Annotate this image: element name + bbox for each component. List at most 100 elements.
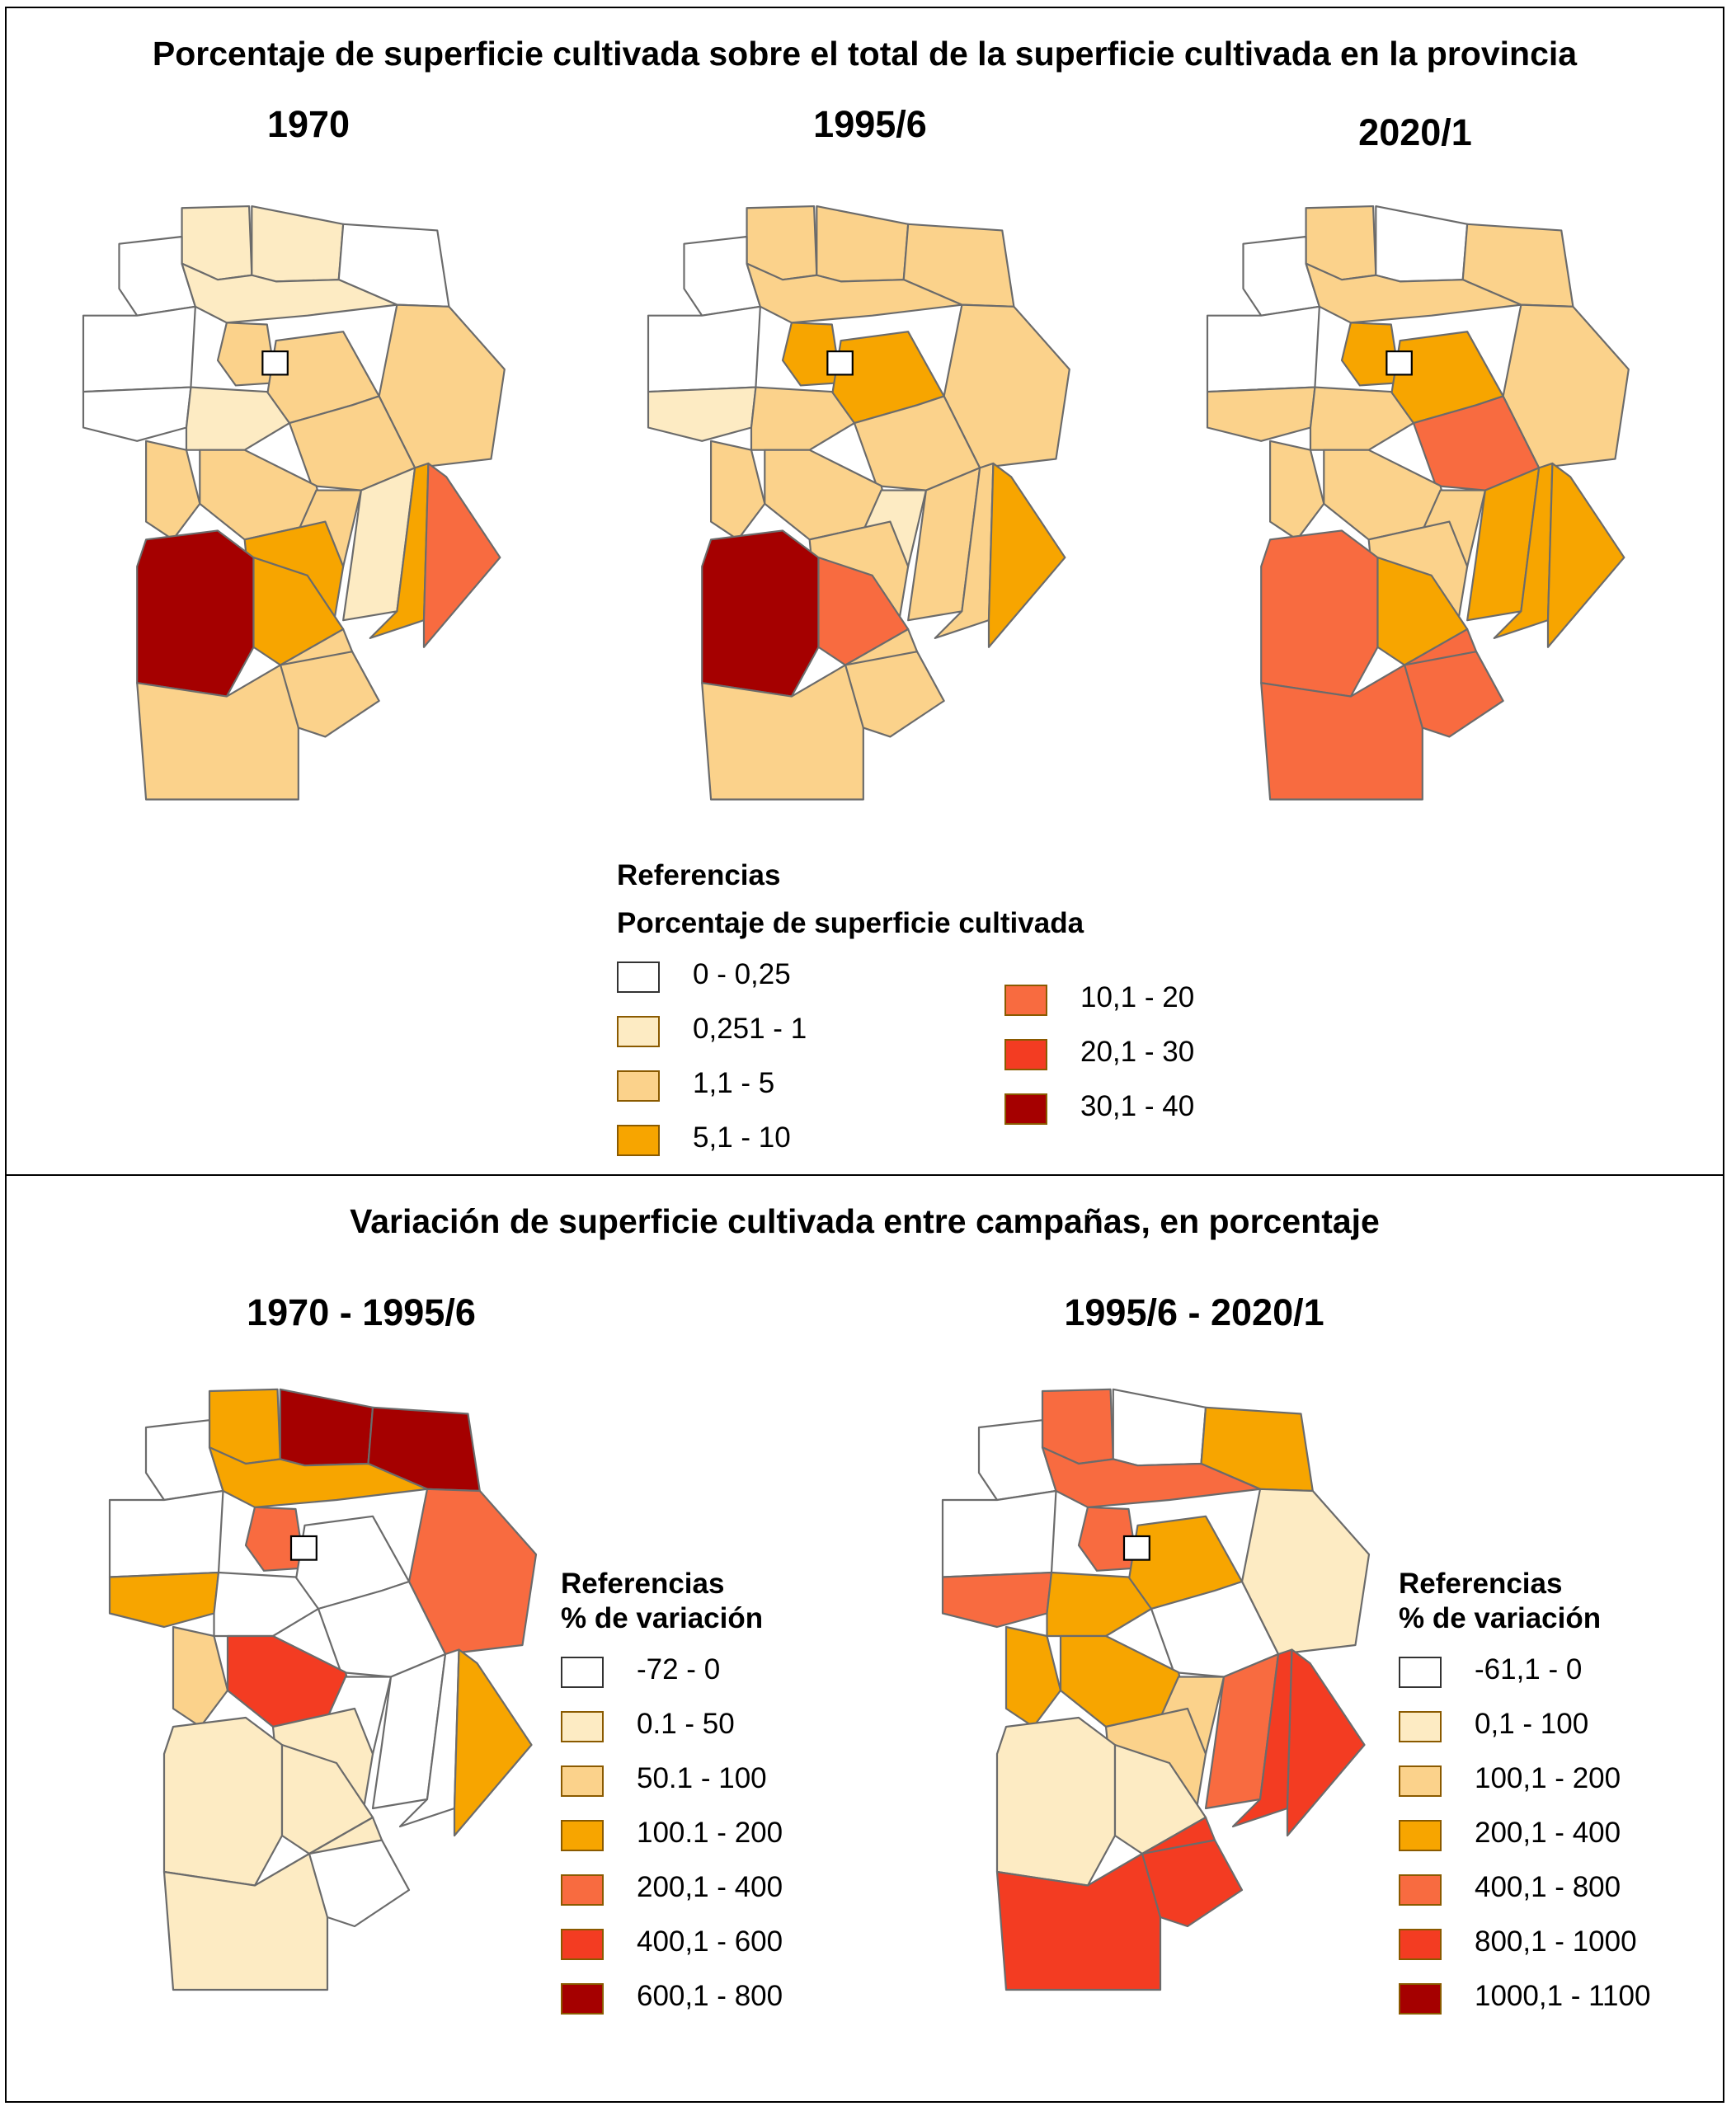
map-var-1995-2020-capital-enclave [1122,1535,1150,1561]
legend-swatch [1004,985,1047,1016]
legend-var-1-items: -72 - 0 0.1 - 50 50.1 - 100 100.1 - 200 200,… [561,1652,874,2064]
legend-label: -61,1 - 0 [1475,1653,1583,1686]
legend-top: Referencias Porcentaje de superficie cul… [617,859,1194,1173]
legend-label: 0,251 - 1 [693,1013,807,1045]
map-2020-department-23 [1404,651,1504,738]
legend-swatch [1399,1983,1442,2015]
map-var-1970-1995-department-23 [308,1839,411,1928]
map-var-1970-1995-department-10 [108,1571,220,1629]
map-var-1995-2020 [941,1388,1371,1991]
map-1995-department-5 [647,305,761,393]
legend-swatch [561,1765,604,1797]
map-2020-department-5 [1206,305,1320,393]
map-var-1970-1995-department-5 [108,1489,224,1578]
map-1970-department-20 [136,529,255,698]
map-2020-department-2 [1375,205,1469,283]
legend-swatch [1399,1929,1442,1960]
legend-label: -72 - 0 [637,1653,721,1686]
map-1995-department-6 [746,262,963,324]
map-1970-capital-enclave [261,350,289,376]
map-1995-department-18 [934,462,995,639]
map-1995-capital-enclave [826,350,854,376]
legend-label: 200,1 - 400 [637,1871,783,1903]
legend-var-1: Referencias % de variación -72 - 0 0.1 - … [561,1568,874,2095]
map-title-var-1: 1970 - 1995/6 [247,1291,476,1333]
legend-swatch [561,1820,604,1851]
legend-swatch [1399,1820,1442,1851]
legend-label: 400,1 - 600 [637,1925,783,1958]
map-title-var-2: 1995/6 - 2020/1 [1064,1291,1324,1333]
map-var-1970-1995 [108,1388,538,1991]
map-1970-department-8 [216,322,277,387]
map-2020-department-19 [1546,462,1625,648]
legend-swatch [617,1016,660,1047]
map-var-1995-2020-department-5 [941,1489,1057,1578]
map-2020-capital-enclave [1386,350,1413,376]
legend-swatch [617,961,660,993]
legend-label: 0 - 0,25 [693,958,791,990]
map-1970-department-5 [82,305,196,393]
map-var-1995-2020-department-6 [1041,1446,1262,1508]
map-title-2020: 2020/1 [1358,111,1472,153]
map-var-1970-1995-department-18 [398,1648,460,1828]
map-var-1970-1995-department-20 [162,1716,284,1887]
map-2020 [1206,205,1630,801]
legend-swatch [1399,1765,1442,1797]
legend-swatch [1399,1874,1442,1906]
map-1995-department-13 [709,440,766,541]
legend-label: 0,1 - 100 [1475,1708,1589,1740]
legend-swatch [561,1929,604,1960]
map-var-1995-2020-department-13 [1004,1625,1062,1728]
legend-label: 10,1 - 20 [1080,981,1195,1013]
map-var-1995-2020-department-10 [941,1571,1053,1629]
bottom-title: Variación de superficie cultivada entre … [350,1202,1380,1240]
legend-var-1-title: Referencias [561,1568,725,1600]
legend-label: 20,1 - 30 [1080,1036,1195,1068]
map-var-1995-2020-department-18 [1231,1648,1293,1828]
map-1995-department-8 [781,322,842,387]
map-var-1970-1995-department-6 [208,1446,429,1508]
map-title-1995: 1995/6 [813,103,927,145]
legend-swatch [561,1657,604,1688]
map-var-1970-1995-department-8 [244,1506,306,1572]
legend-swatch [561,1711,604,1742]
map-1995-department-23 [844,651,945,738]
legend-label: 0.1 - 50 [637,1708,735,1740]
legend-label: 200,1 - 400 [1475,1817,1621,1849]
top-title: Porcentaje de superficie cultivada sobre… [152,35,1578,73]
map-var-1970-1995-capital-enclave [289,1535,318,1561]
map-1970-department-18 [369,462,430,639]
legend-items: 0 - 0,25 0,251 - 1 1,1 - 5 5,1 - 10 10,1 - 2… [617,957,1194,1171]
map-2020-department-13 [1268,440,1325,541]
map-var-1995-2020-department-20 [995,1716,1117,1887]
map-1970-department-16 [342,467,416,622]
legend-label: 600,1 - 800 [637,1980,783,2012]
map-var-1970-1995-department-19 [453,1648,533,1837]
map-2020-department-18 [1493,462,1554,639]
map-2020-department-10 [1206,386,1316,442]
map-var-1995-2020-department-8 [1077,1506,1139,1572]
legend-var-2-subtitle: % de variación [1399,1602,1602,1634]
map-1970-department-10 [82,386,192,442]
legend-title: Referencias [617,859,781,891]
map-2020-department-6 [1305,262,1522,324]
legend-label: 1,1 - 5 [693,1067,775,1099]
map-1970-department-23 [280,651,380,738]
legend-label: 50.1 - 100 [637,1762,767,1794]
legend-var-2: Referencias % de variación -61,1 - 0 0,1 … [1399,1568,1720,2095]
map-var-1970-1995-department-16 [371,1653,447,1810]
legend-var-2-title: Referencias [1399,1568,1563,1600]
top-panel: Porcentaje de superficie cultivada sobre… [5,7,1724,1176]
map-1970 [82,205,506,801]
map-1970-department-13 [144,440,201,541]
map-1995 [647,205,1070,801]
map-2020-department-8 [1340,322,1401,387]
legend-swatch [561,1874,604,1906]
legend-label: 1000,1 - 1100 [1475,1980,1651,2012]
bottom-panel: Variación de superficie cultivada entre … [5,1174,1724,2103]
legend-var-2-items: -61,1 - 0 0,1 - 100 100,1 - 200 200,1 - 400… [1399,1652,1720,2064]
legend-swatch [1004,1039,1047,1070]
map-1995-department-19 [987,462,1066,648]
legend-var-1-subtitle: % de variación [561,1602,764,1634]
map-1970-department-19 [422,462,501,648]
